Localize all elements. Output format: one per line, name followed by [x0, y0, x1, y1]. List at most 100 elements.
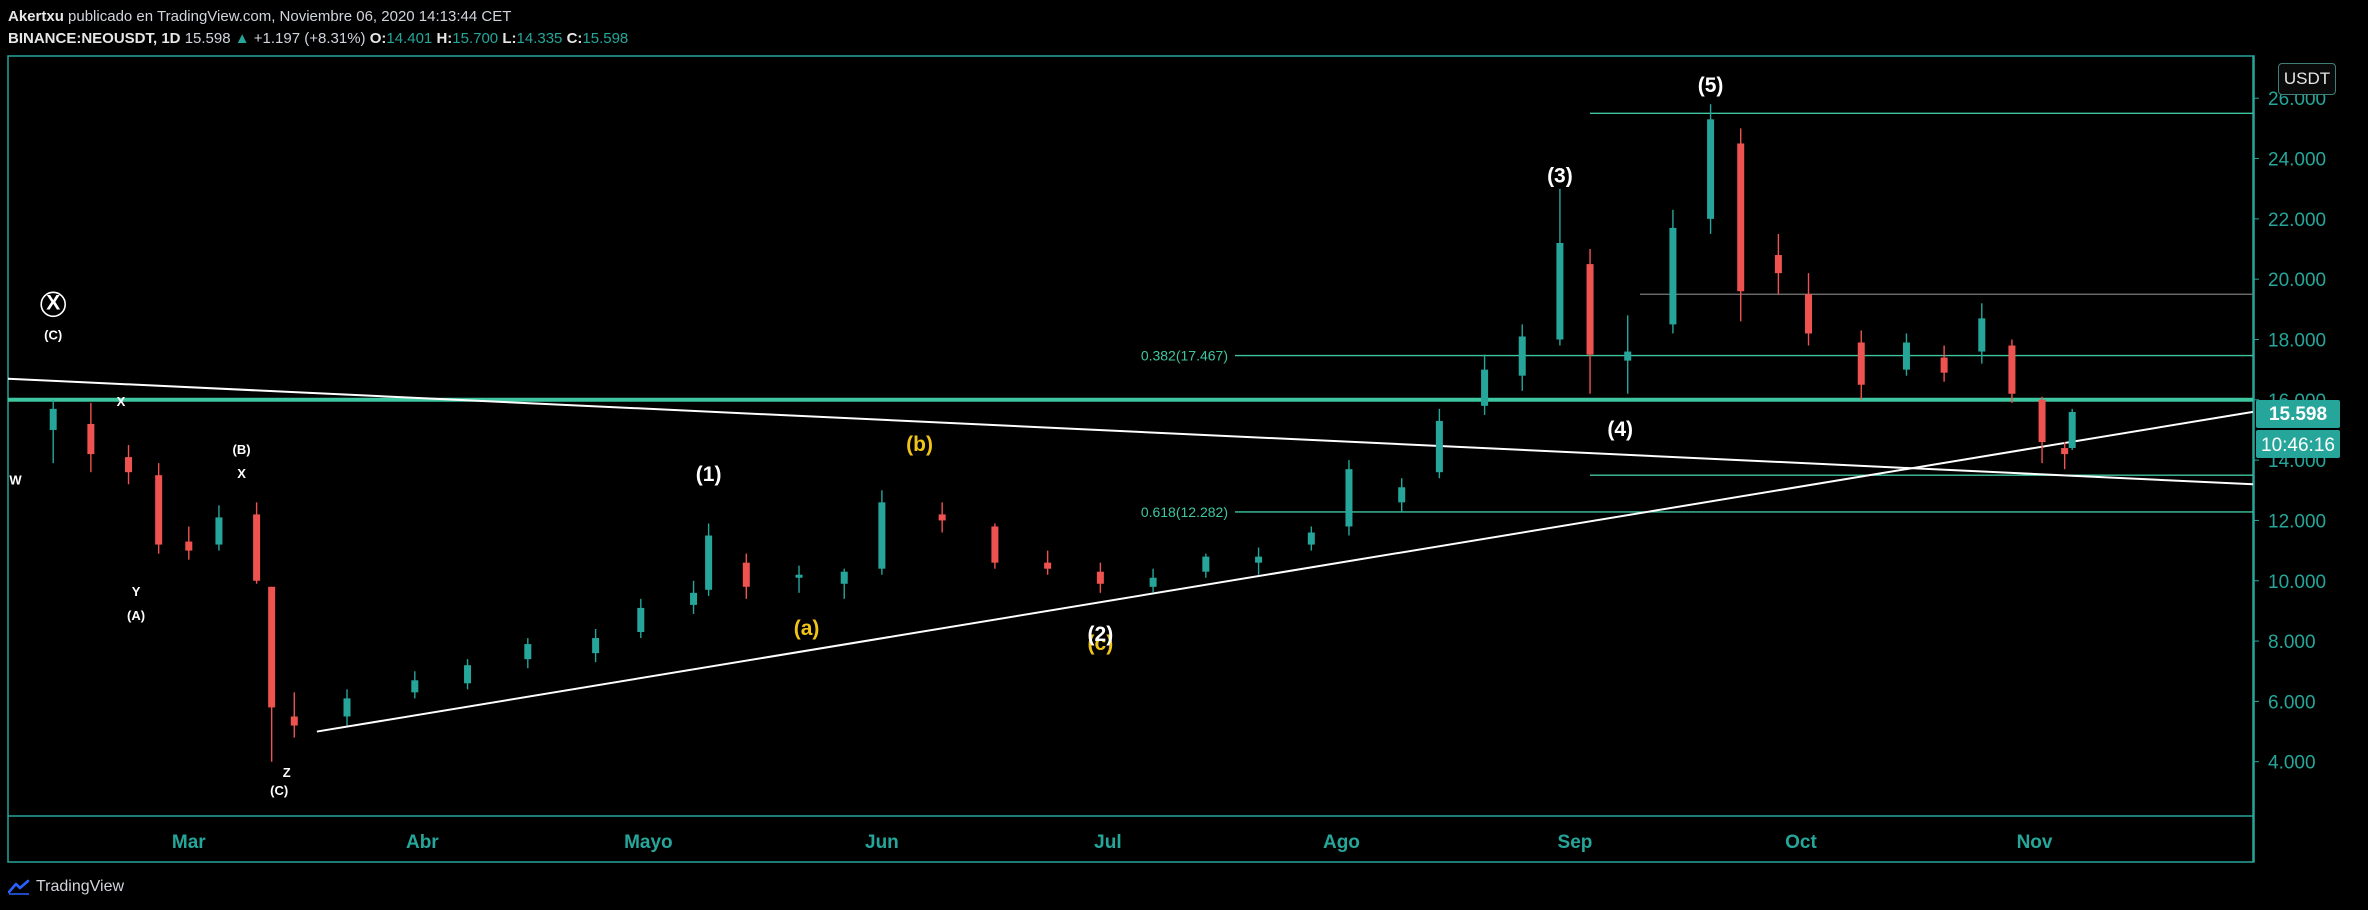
time-axis[interactable]: Mar Abr Mayo Jun Jul Ago Sep Oct Nov: [172, 832, 2053, 853]
low-value: 14.335: [516, 30, 563, 47]
wave-label: (c): [1088, 632, 1114, 655]
high-value: 15.700: [452, 30, 499, 47]
candle-body: [1774, 255, 1782, 274]
x-tick-label: Sep: [1558, 832, 1593, 853]
x-tick-label: Jun: [865, 832, 899, 853]
candle-body: [1202, 556, 1210, 572]
tradingview-logo-icon[interactable]: [8, 879, 30, 895]
x-tick-label: Jul: [1094, 832, 1121, 853]
currency-button[interactable]: USDT: [2278, 63, 2336, 95]
candle-body: [253, 514, 261, 581]
y-tick-label: 8.000: [2268, 632, 2316, 653]
countdown-badge: 10:46:16: [2256, 430, 2340, 458]
wave-label: (3): [1547, 165, 1573, 188]
wave-label: (5): [1698, 74, 1724, 97]
footer: TradingView: [8, 874, 124, 900]
candle-body: [1149, 577, 1157, 587]
candle-body: [2008, 345, 2016, 394]
wave-label: (4): [1607, 418, 1633, 441]
wave-labels: X (C) X W (B) X Y (A) Z (C) (1) (a) (b) (c)(2) (3) (4) (…: [9, 74, 1723, 798]
wave-label-circle: [40, 291, 67, 318]
y-tick-label: 10.000: [2268, 572, 2326, 593]
candle-body: [524, 644, 532, 660]
candle-body: [1624, 351, 1632, 361]
candle-body: [2061, 448, 2069, 455]
symbol-label[interactable]: BINANCE:NEOUSDT, 1D: [8, 30, 181, 47]
x-tick-label: Mar: [172, 832, 206, 853]
candle-body: [87, 423, 95, 455]
fib-label: 0.382(17.467): [1141, 348, 1228, 364]
candle-body: [268, 586, 276, 708]
candle-body: [2038, 399, 2046, 443]
candle-body: [795, 574, 803, 578]
wave-label: X: [237, 466, 246, 481]
candle-body: [343, 698, 351, 717]
candle-body: [290, 716, 298, 726]
trendlines: [7, 377, 2254, 733]
candle-body: [2068, 411, 2076, 449]
wave-label: (C): [270, 783, 288, 798]
candle-body: [49, 408, 57, 430]
author-name[interactable]: Akertxu: [8, 8, 64, 25]
y-tick-label: 18.000: [2268, 330, 2326, 351]
candle-body: [705, 535, 713, 590]
x-tick-label: Oct: [1785, 832, 1817, 853]
candle-body: [592, 638, 600, 654]
y-tick-label: 4.000: [2268, 753, 2316, 774]
candle-body: [464, 665, 472, 684]
candle-body: [1435, 420, 1443, 473]
candle-body: [1940, 357, 1948, 373]
candle-body: [1255, 556, 1263, 563]
wave-label: (2): [1088, 623, 1114, 646]
price-change: +1.197 (+8.31%): [253, 30, 366, 47]
candles: [49, 104, 2076, 762]
y-tick-label: 24.000: [2268, 150, 2326, 171]
trendline: [7, 377, 2254, 486]
candle-body: [1707, 119, 1715, 219]
y-tick-label: 6.000: [2268, 692, 2316, 713]
candle-body: [1978, 318, 1986, 352]
high-label: H:: [436, 30, 453, 47]
candle-body: [1805, 294, 1813, 334]
low-label: L:: [502, 30, 517, 47]
candle-body: [690, 592, 698, 605]
open-label: O:: [369, 30, 387, 47]
candle-body: [185, 541, 193, 551]
candle-body: [938, 514, 946, 521]
candle-body: [411, 680, 419, 693]
candle-body: [1096, 571, 1104, 584]
y-tick-label: 22.000: [2268, 210, 2326, 231]
candle-body: [1737, 143, 1745, 292]
published-info: publicado en TradingView.com, Noviembre …: [68, 8, 512, 25]
candle-body: [637, 607, 645, 633]
x-tick-label: Mayo: [624, 832, 673, 853]
wave-label: (1): [696, 463, 722, 486]
last-price-badge: 15.598: [2256, 400, 2340, 428]
candle-body: [1398, 487, 1406, 503]
brand-label[interactable]: TradingView: [36, 878, 125, 895]
wave-label: (b): [906, 433, 933, 456]
wave-label: (C): [44, 327, 62, 342]
horizontal-levels: 0.382(17.467) 0.618(12.282): [8, 112, 2253, 520]
wave-label: X: [46, 291, 60, 314]
wave-label: (a): [794, 617, 820, 640]
wave-label: W: [9, 472, 22, 487]
x-tick-label: Ago: [1323, 832, 1360, 853]
close-label: C:: [566, 30, 583, 47]
candle-body: [742, 562, 750, 587]
candle-body: [878, 502, 886, 569]
chart-header: Akertxu publicado en TradingView.com, No…: [8, 6, 628, 50]
y-tick-label: 20.000: [2268, 270, 2326, 291]
last-price: 15.598: [184, 30, 231, 47]
y-tick-label: 12.000: [2268, 511, 2326, 532]
candle-body: [1345, 469, 1353, 527]
up-arrow-icon: ▲: [234, 30, 250, 47]
close-value: 15.598: [582, 30, 629, 47]
candle-body: [1481, 369, 1489, 406]
last-price-badge-text: 15.598: [2269, 404, 2327, 425]
wave-label: X: [117, 394, 126, 409]
candle-body: [1857, 342, 1865, 385]
wave-label: Y: [132, 584, 141, 599]
wave-label: (B): [233, 442, 251, 457]
